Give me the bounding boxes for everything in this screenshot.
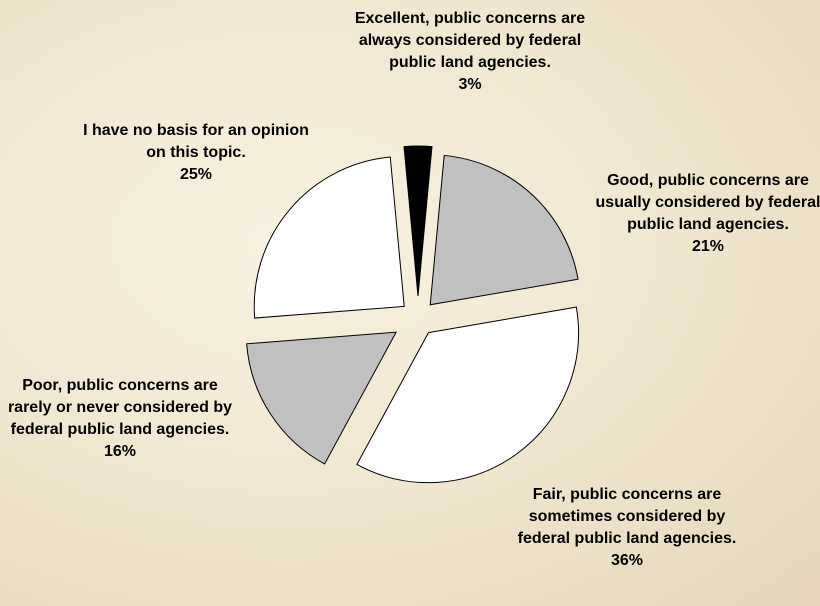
slice-label-good: Good, public concerns are usually consid…	[592, 170, 820, 258]
slice-label-fair-text: Fair, public concerns are sometimes cons…	[517, 486, 737, 547]
pie-slice-fair	[356, 306, 579, 484]
slice-label-fair-pct: 36%	[610, 552, 644, 569]
slice-label-excellent-pct: 3%	[458, 76, 482, 93]
pie-slice-excellent	[403, 145, 433, 297]
pie-slice-good	[429, 154, 579, 306]
slice-label-poor-pct: 16%	[103, 443, 137, 460]
slice-label-excellent: Excellent, public concerns are always co…	[352, 8, 588, 96]
slice-label-good-pct: 21%	[691, 238, 725, 255]
slice-label-poor: Poor, public concerns are rarely or neve…	[2, 375, 238, 463]
slice-label-no-basis-text: I have no basis for an opinion on this t…	[83, 122, 309, 161]
slice-label-no-basis: I have no basis for an opinion on this t…	[76, 120, 316, 186]
slice-label-excellent-text: Excellent, public concerns are always co…	[354, 10, 586, 71]
slice-label-poor-text: Poor, public concerns are rarely or neve…	[7, 377, 233, 438]
pie-slice-poor	[246, 331, 398, 465]
slice-label-fair: Fair, public concerns are sometimes cons…	[506, 484, 748, 572]
slice-label-no-basis-pct: 25%	[179, 166, 213, 183]
slice-label-good-text: Good, public concerns are usually consid…	[595, 172, 820, 233]
pie-slice-no-basis	[253, 156, 405, 319]
